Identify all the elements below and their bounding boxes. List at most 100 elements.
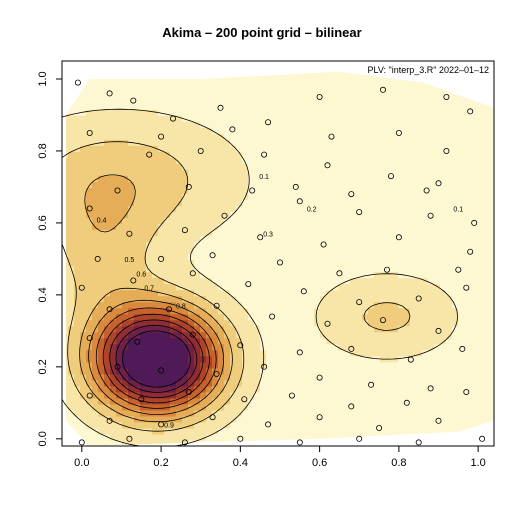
heat-cell [146,217,153,225]
heat-cell [386,223,393,231]
heat-cell [440,289,447,297]
heat-cell [278,433,285,441]
heat-cell [422,421,429,429]
heat-cell [440,133,447,140]
heat-cell [104,127,111,134]
heat-cell [338,331,345,339]
heat-cell [158,409,165,417]
heat-cell [434,301,441,309]
heat-cell [296,433,303,441]
heat-cell [272,301,279,309]
heat-cell [212,379,219,387]
heat-cell [338,313,345,321]
heat-cell [104,79,111,86]
heat-cell [128,361,135,369]
heat-cell [374,415,381,423]
heat-cell [146,427,153,435]
heat-cell [116,145,123,152]
heat-cell [374,235,381,243]
heat-cell [236,337,243,345]
heat-cell [260,85,267,92]
heat-cell [188,355,195,363]
heat-cell [80,139,87,146]
heat-cell [266,109,273,116]
heat-cell [338,247,345,255]
heat-cell [356,277,363,285]
heat-cell [260,109,267,116]
heat-cell [284,121,291,128]
heat-cell [362,163,369,170]
heat-cell [182,175,189,182]
heat-cell [380,181,387,188]
heat-cell [140,295,147,303]
heat-cell [248,271,255,279]
heat-cell [182,355,189,363]
heat-cell [410,193,417,200]
heat-cell [236,79,243,86]
heat-cell [404,187,411,194]
heat-cell [296,289,303,297]
heat-cell [98,349,105,357]
heat-cell [206,289,213,297]
heat-cell [344,253,351,261]
heat-cell [488,355,494,363]
sample-point [158,255,165,262]
heat-cell [230,181,237,188]
heat-cell [326,109,333,116]
heat-cell [422,373,429,381]
heat-cell [374,349,381,357]
heat-cell [344,193,351,200]
heat-cell [212,211,219,219]
heat-cell [308,301,315,309]
heat-cell [374,187,381,194]
heat-cell [242,349,249,357]
heat-cell [230,349,237,357]
heat-cell [428,397,435,405]
heat-cell [446,85,453,92]
heat-cell [428,379,435,387]
heat-cell [194,217,201,225]
heat-cell [338,421,345,429]
heat-cell [74,277,81,285]
heat-cell [422,247,429,255]
heat-cell [320,133,327,140]
heat-cell [374,91,381,98]
heat-cell [236,271,243,279]
heat-cell [482,247,489,255]
heat-cell [398,247,405,255]
heat-cell [476,103,483,110]
heat-cell [380,109,387,116]
heat-cell [260,421,267,429]
heat-cell [314,355,321,363]
heat-cell [380,421,387,429]
heat-cell [128,391,135,399]
heat-cell [236,133,243,140]
heat-cell [146,301,153,309]
heat-cell [236,109,243,116]
heat-cell [278,61,285,68]
heat-cell [290,415,297,423]
heat-cell [116,313,123,321]
heat-cell [74,343,81,351]
heat-cell [236,415,243,423]
heat-cell [188,151,195,158]
heat-cell [452,157,459,164]
heat-cell [212,229,219,237]
heat-cell [242,409,249,417]
heat-cell [170,439,177,446]
heat-cell [434,373,441,381]
heat-cell [182,403,189,411]
heat-cell [488,397,494,405]
heat-cell [170,127,177,134]
heat-cell [212,289,219,297]
heat-cell [452,235,459,243]
heat-cell [260,277,267,285]
heat-cell [116,199,123,206]
heat-cell [68,109,75,116]
heat-cell [152,397,159,405]
heat-cell [146,115,153,122]
heat-cell [476,385,483,393]
heat-cell [188,175,195,182]
sample-point [197,147,204,154]
heat-cell [218,71,225,74]
